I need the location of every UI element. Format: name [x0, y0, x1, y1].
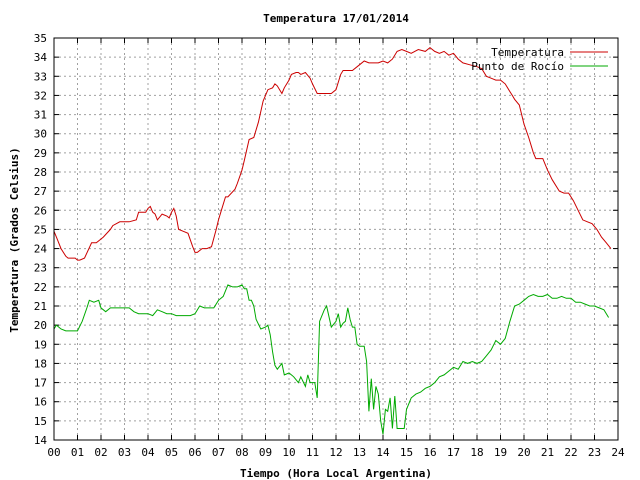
- y-tick-label: 14: [34, 434, 48, 447]
- x-tick-label: 08: [235, 446, 248, 459]
- y-tick-label: 25: [34, 223, 47, 236]
- legend-label: Punto de Rocío: [471, 60, 564, 73]
- x-tick-label: 13: [353, 446, 366, 459]
- y-tick-label: 28: [34, 166, 47, 179]
- legend-label: Temperatura: [491, 46, 564, 59]
- y-axis-label: Temperatura (Grados Celsius): [8, 147, 21, 332]
- x-tick-label: 21: [541, 446, 554, 459]
- y-tick-label: 15: [34, 415, 47, 428]
- x-tick-label: 23: [588, 446, 601, 459]
- grid-lines: [54, 38, 618, 440]
- series-group: [53, 46, 612, 435]
- y-tick-label: 19: [34, 338, 47, 351]
- y-tick-label: 26: [34, 204, 47, 217]
- x-tick-label: 04: [141, 446, 155, 459]
- x-tick-label: 22: [564, 446, 577, 459]
- series-line-temperatura: [53, 46, 612, 261]
- x-tick-label: 24: [611, 446, 625, 459]
- plot-frame: [53, 37, 619, 441]
- x-tick-label: 05: [165, 446, 178, 459]
- y-tick-label: 20: [34, 319, 47, 332]
- x-tick-label: 03: [118, 446, 131, 459]
- x-tick-label: 00: [47, 446, 60, 459]
- x-tick-label: 16: [423, 446, 436, 459]
- series-line-punto-de-rocio: [53, 284, 610, 435]
- y-tick-label: 21: [34, 300, 47, 313]
- x-tick-label: 02: [94, 446, 107, 459]
- y-tick-label: 18: [34, 357, 47, 370]
- x-tick-label: 14: [376, 446, 390, 459]
- x-tick-label: 11: [306, 446, 319, 459]
- chart-title: Temperatura 17/01/2014: [263, 12, 409, 25]
- y-tick-label: 35: [34, 32, 47, 45]
- y-tick-label: 17: [34, 377, 47, 390]
- y-tick-label: 29: [34, 147, 47, 160]
- y-tick-label: 31: [34, 109, 47, 122]
- y-tick-label: 30: [34, 128, 47, 141]
- x-tick-label: 06: [188, 446, 201, 459]
- x-tick-label: 12: [329, 446, 342, 459]
- x-tick-label: 09: [259, 446, 272, 459]
- y-tick-label: 22: [34, 281, 47, 294]
- x-tick-label: 17: [447, 446, 460, 459]
- y-tick-label: 34: [34, 51, 48, 64]
- y-tick-label: 33: [34, 70, 47, 83]
- x-tick-label: 01: [71, 446, 84, 459]
- y-tick-label: 23: [34, 262, 47, 275]
- y-tick-label: 27: [34, 185, 47, 198]
- x-axis-label: Tiempo (Hora Local Argentina): [240, 467, 432, 480]
- axis-ticks: 14 15 16 17 18 19 20 21 22 23 24 25 26 27 28 29 30 31 32 33…: [34, 32, 625, 459]
- x-tick-label: 20: [517, 446, 530, 459]
- x-tick-label: 19: [494, 446, 507, 459]
- y-tick-label: 32: [34, 89, 47, 102]
- y-tick-label: 24: [34, 243, 48, 256]
- y-tick-label: 16: [34, 396, 47, 409]
- x-tick-label: 18: [470, 446, 483, 459]
- x-tick-label: 07: [212, 446, 225, 459]
- x-tick-label: 10: [282, 446, 295, 459]
- x-tick-label: 15: [400, 446, 413, 459]
